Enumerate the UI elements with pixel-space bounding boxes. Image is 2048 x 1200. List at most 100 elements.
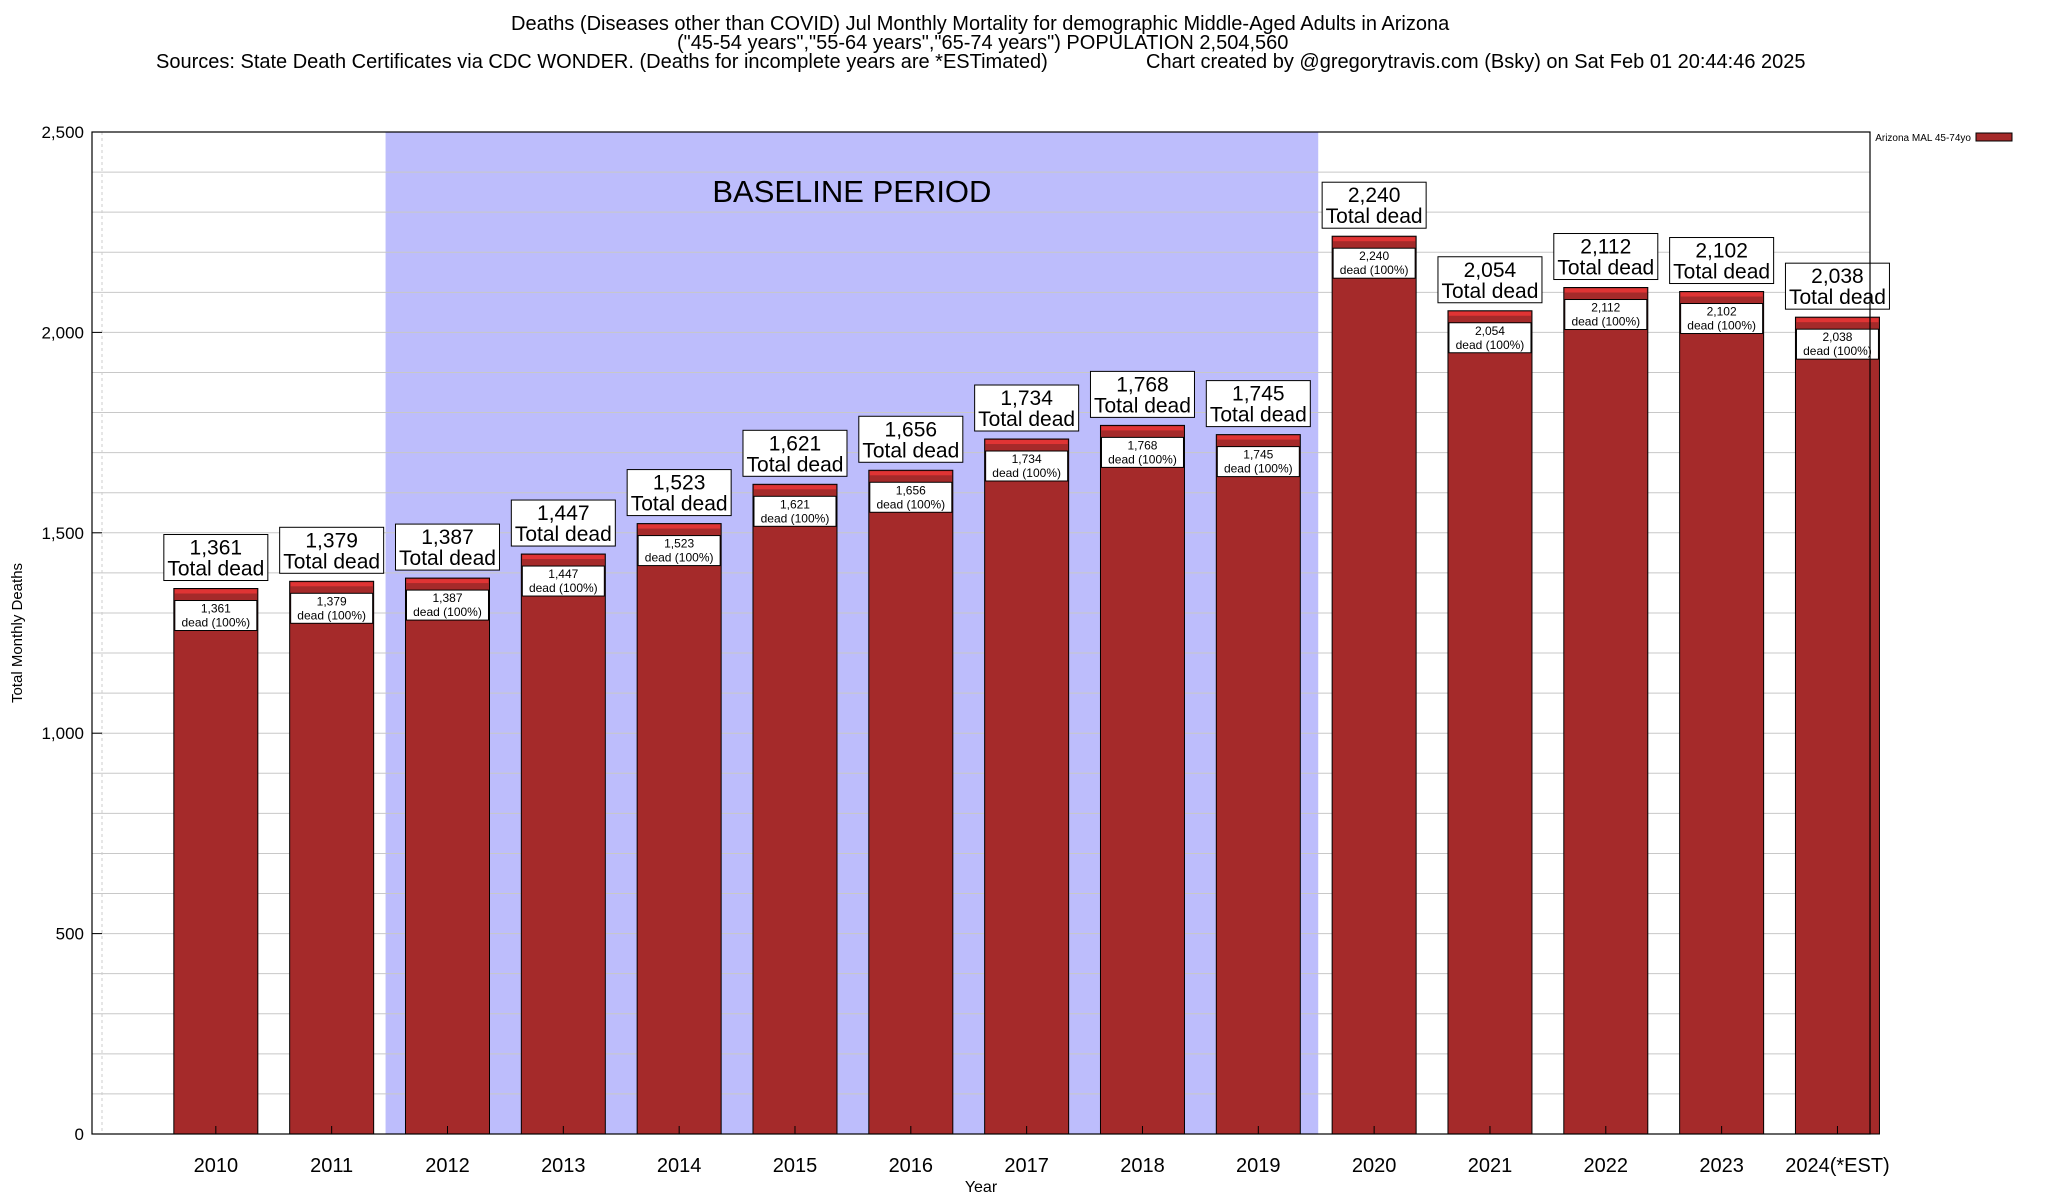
bar [1794,316,1880,1135]
chart-title-line2: ("45-54 years","55-64 years","65-74 year… [677,32,1289,54]
inner-label-box [405,589,489,621]
total-label-box [974,384,1080,432]
total-value-label: 1,768 [1116,373,1169,396]
bar [984,438,1070,1135]
inner-percent-label: dead (100%) [1108,452,1177,466]
x-tick-label: 2021 [1468,1155,1513,1177]
x-tick-label: 2020 [1352,1155,1397,1177]
bar [404,577,490,1135]
total-value-label: 1,523 [653,472,706,495]
inner-percent-label: dead (100%) [1224,462,1293,476]
x-tick-label: 2023 [1699,1155,1744,1177]
bar-top [638,524,721,529]
bar [752,483,838,1135]
bar [1679,291,1765,1135]
bar-top [174,589,257,594]
x-tick-label: 2015 [773,1155,818,1177]
baseline-period-label: BASELINE PERIOD [712,174,991,209]
x-tick-label: 2013 [541,1155,586,1177]
inner-value-label: 1,379 [317,594,347,608]
total-label-box [1784,262,1890,310]
inner-value-label: 2,240 [1359,249,1389,263]
inner-label-box [174,600,258,632]
total-label-box [163,534,269,582]
total-suffix-label: Total dead [747,453,844,476]
x-axis-title: Year [965,1179,998,1196]
inner-value-label: 1,361 [201,602,231,616]
total-suffix-label: Total dead [515,523,612,546]
legend-label: Arizona MAL 45-74yo [1875,133,1971,144]
bar-top [869,471,952,476]
total-suffix-label: Total dead [631,493,728,516]
inner-value-label: 1,523 [664,537,694,551]
total-suffix-label: Total dead [862,439,959,462]
inner-percent-label: dead (100%) [1340,263,1409,277]
total-value-label: 2,112 [1580,236,1631,259]
total-suffix-label: Total dead [1094,394,1191,417]
total-label-box [1321,181,1427,229]
chart-title-line1: Deaths (Diseases other than COVID) Jul M… [511,13,1450,35]
total-label-box [1553,233,1659,281]
inner-value-label: 2,102 [1707,305,1737,319]
bar-top [522,555,605,560]
total-suffix-label: Total dead [167,558,264,581]
x-tick-label: 2017 [1004,1155,1049,1177]
x-tick-label: 2016 [889,1155,934,1177]
total-value-label: 1,379 [305,529,358,552]
inner-label-box [1216,446,1300,478]
total-suffix-label: Total dead [1326,205,1423,228]
inner-label-box [869,481,953,513]
inner-label-box [290,592,374,624]
total-label-box [279,526,385,574]
total-value-label: 1,387 [421,526,474,549]
total-value-label: 1,447 [537,502,590,525]
total-suffix-label: Total dead [1789,286,1886,309]
y-tick-label: 500 [56,925,84,944]
bar-top [1448,311,1531,316]
inner-percent-label: dead (100%) [992,466,1061,480]
legend-swatch [1975,132,2013,142]
inner-percent-label: dead (100%) [1803,344,1872,358]
inner-value-label: 1,447 [548,567,578,581]
bar-top [1796,318,1879,323]
bar [868,469,954,1135]
y-tick-label: 2,500 [41,123,84,142]
inner-value-label: 1,734 [1012,452,1042,466]
inner-label-box [1100,436,1184,468]
x-tick-label: 2011 [310,1155,353,1177]
bar-top [290,582,373,587]
plot-frame [91,131,1871,1135]
total-suffix-label: Total dead [283,550,380,573]
bar-top [1333,237,1416,242]
x-tick-label: 2012 [425,1155,470,1177]
bar-top [1217,435,1300,440]
inner-percent-label: dead (100%) [1687,319,1756,333]
inner-percent-label: dead (100%) [297,608,366,622]
inner-label-box [1680,303,1764,335]
inner-value-label: 1,387 [432,591,462,605]
inner-value-label: 1,768 [1127,438,1157,452]
inner-percent-label: dead (100%) [181,616,250,630]
x-tick-label: 2018 [1120,1155,1165,1177]
total-label-box [510,499,616,547]
y-tick-label: 1,000 [41,724,84,743]
bar [636,523,722,1135]
total-label-box [1089,370,1195,418]
total-label-box [1437,256,1543,304]
inner-percent-label: dead (100%) [413,605,482,619]
total-value-label: 2,102 [1695,240,1748,263]
y-axis-title: Total Monthly Deaths [9,563,26,703]
inner-label-box [1564,299,1648,331]
total-label-box [1205,380,1311,428]
total-suffix-label: Total dead [1210,404,1307,427]
total-value-label: 2,240 [1348,184,1401,207]
inner-value-label: 2,112 [1591,301,1620,315]
chart-source-note: Sources: State Death Certificates via CD… [156,51,1048,73]
bar-top [1680,292,1763,297]
bar [173,588,259,1135]
inner-label-box [637,535,721,567]
bar [289,580,375,1135]
y-tick-label: 1,500 [41,524,84,543]
total-value-label: 2,038 [1811,265,1864,288]
